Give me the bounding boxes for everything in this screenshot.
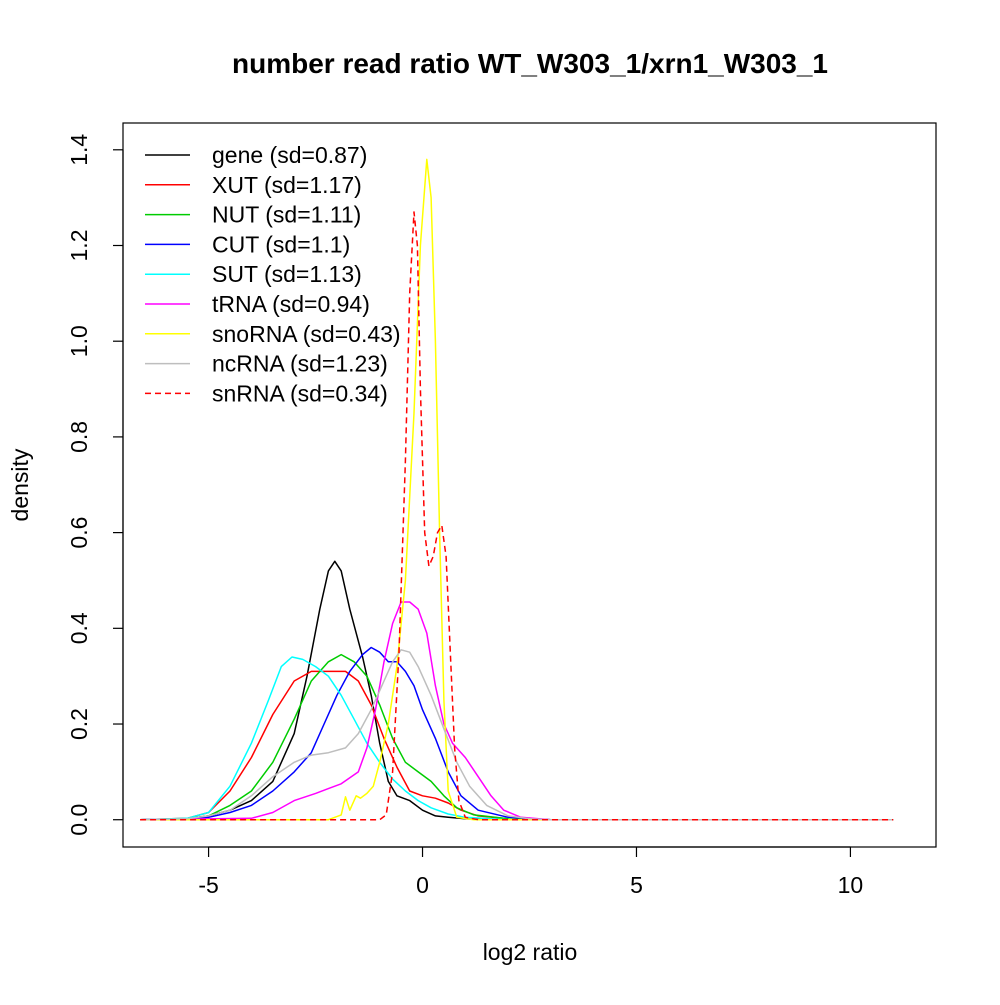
series-line xyxy=(140,656,894,821)
legend-label: gene (sd=0.87) xyxy=(212,142,367,168)
x-tick-label: 5 xyxy=(630,872,643,898)
legend-label: SUT (sd=1.13) xyxy=(212,261,362,287)
x-tick-label: 10 xyxy=(838,872,864,898)
x-axis-label: log2 ratio xyxy=(483,939,578,965)
legend-label: ncRNA (sd=1.23) xyxy=(212,351,388,377)
y-tick-label: 1.4 xyxy=(66,134,92,166)
x-axis: -5 0 5 10 xyxy=(198,846,864,898)
legend: gene (sd=0.87) XUT (sd=1.17) NUT (sd=1.11)… xyxy=(145,142,401,406)
y-axis: 0.0 0.2 0.4 0.6 0.8 1.0 1.2 1.4 xyxy=(66,134,124,836)
y-tick-label: 0.2 xyxy=(66,708,92,740)
series-line xyxy=(140,158,894,821)
x-tick-label: 0 xyxy=(416,872,429,898)
series-layer xyxy=(140,158,894,821)
series-line xyxy=(140,601,894,821)
chart-title: number read ratio WT_W303_1/xrn1_W303_1 xyxy=(232,48,828,79)
y-tick-label: 1.0 xyxy=(66,325,92,357)
y-axis-label: density xyxy=(7,448,33,521)
y-tick-label: 0.8 xyxy=(66,421,92,453)
series-line xyxy=(140,560,894,821)
legend-label: NUT (sd=1.11) xyxy=(212,202,361,228)
series-line xyxy=(140,646,894,821)
y-tick-label: 1.2 xyxy=(66,230,92,262)
y-tick-label: 0.4 xyxy=(66,612,92,644)
legend-label: snRNA (sd=0.34) xyxy=(212,380,388,406)
series-line xyxy=(140,670,894,821)
series-line xyxy=(140,649,894,821)
x-tick-label: -5 xyxy=(198,872,218,898)
legend-label: tRNA (sd=0.94) xyxy=(212,291,370,317)
y-tick-label: 0.6 xyxy=(66,517,92,549)
y-tick-label: 0.0 xyxy=(66,804,92,836)
legend-label: XUT (sd=1.17) xyxy=(212,172,362,198)
legend-label: CUT (sd=1.1) xyxy=(212,231,350,257)
series-line xyxy=(140,211,894,821)
legend-label: snoRNA (sd=0.43) xyxy=(212,321,401,347)
